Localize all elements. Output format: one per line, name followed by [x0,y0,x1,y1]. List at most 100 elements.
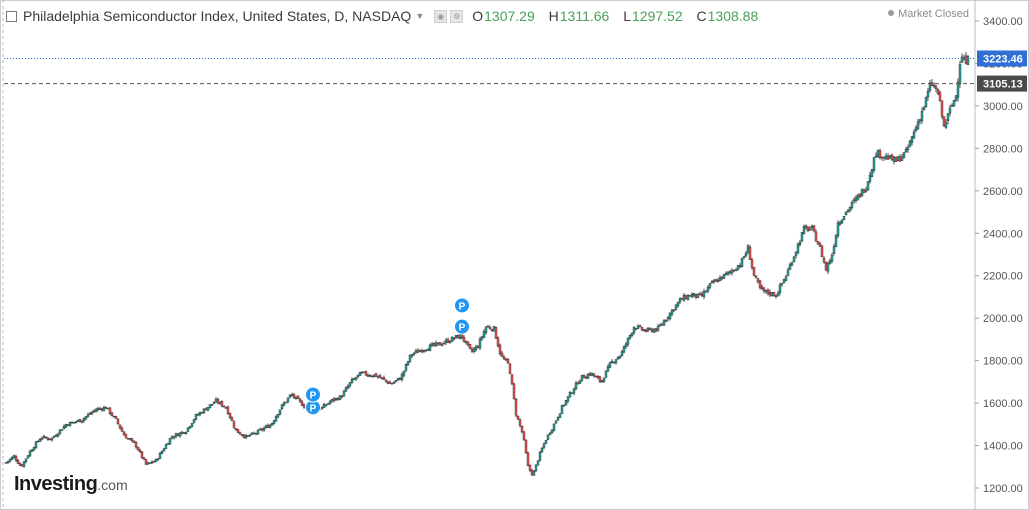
candle-body [848,206,852,211]
candle-body [810,226,814,229]
candle [350,377,354,384]
candle [822,256,826,264]
candle [648,327,652,331]
candle [630,332,634,338]
candle [96,406,100,412]
candle [272,420,276,425]
candle-body [90,412,94,414]
candle [720,276,724,281]
event-marker[interactable]: P [454,297,470,314]
candle [514,397,518,417]
candle [830,252,834,264]
candle-body [360,372,364,374]
candle [288,394,292,399]
candle [260,427,264,432]
y-tick-label: 3000.00 [983,101,1023,113]
candle [122,431,126,436]
candle-body [206,407,210,411]
collapse-icon[interactable] [6,10,17,22]
candle-body [428,344,432,351]
candle [158,452,162,459]
candle [632,326,636,335]
candle-body [878,150,882,158]
candle [530,469,534,476]
candle-body [548,433,552,435]
candle [840,218,844,224]
candle [706,285,710,294]
candle [120,426,124,432]
candle-body [18,463,22,466]
candle-body [688,295,692,297]
candle-body [252,432,256,435]
candle-body [464,341,468,343]
candle [618,355,622,360]
symbol-title[interactable]: Philadelphia Semiconductor Index, United… [23,8,412,24]
candle [810,224,814,231]
candle [588,371,592,377]
candle [280,403,284,410]
candle [10,456,14,461]
candle [226,405,230,415]
candle [526,451,530,467]
candle [150,460,154,465]
settings-icon[interactable]: ⚙ [450,9,464,23]
candle [472,346,476,354]
candle [748,244,752,260]
last-price-badge [977,50,1027,67]
candle [512,382,516,400]
candle-body [438,342,442,346]
candle [518,418,522,428]
candle-body [234,428,238,431]
candle-body [192,419,196,423]
candle-body [896,156,900,161]
candle-body [538,451,542,461]
candle-body [88,413,92,415]
candle-body [614,359,618,363]
candle-body [70,421,74,424]
candle [672,309,676,312]
event-marker[interactable]: P [454,318,470,335]
candle-body [230,417,234,422]
candle [954,95,958,103]
candle [946,113,950,125]
candle [550,429,554,435]
candle [962,54,966,61]
candle [910,135,914,146]
candle [252,431,256,435]
eye-icon[interactable]: ◉ [434,9,448,23]
candle-body [794,251,798,257]
candle-body [844,211,848,215]
candle [188,426,192,429]
candle-body [368,375,372,377]
candle [238,431,242,435]
event-marker[interactable]: P [305,386,321,403]
candle-body [748,246,752,260]
candle-body [904,148,908,152]
candle [186,427,190,433]
candle-body [390,383,394,385]
candle [678,297,682,305]
candle [602,377,606,384]
candle [106,407,110,410]
candle-body [298,398,302,402]
candle-body [350,378,354,383]
candle-body [772,292,776,297]
candle-body [872,157,876,171]
candle [416,348,420,353]
candle-body [440,344,444,346]
candle-body [12,455,16,459]
candle-body [214,398,218,403]
candle-body [444,339,448,343]
candle-body [826,263,830,272]
candle [558,413,562,418]
candle [42,434,46,439]
candle [456,334,460,339]
candle [412,351,416,356]
candle [404,363,408,372]
chevron-down-icon[interactable]: ▼ [415,11,425,21]
candle [788,262,792,270]
investing-logo[interactable]: Investing.com [14,473,128,496]
candle [108,407,112,416]
candle [744,250,748,258]
